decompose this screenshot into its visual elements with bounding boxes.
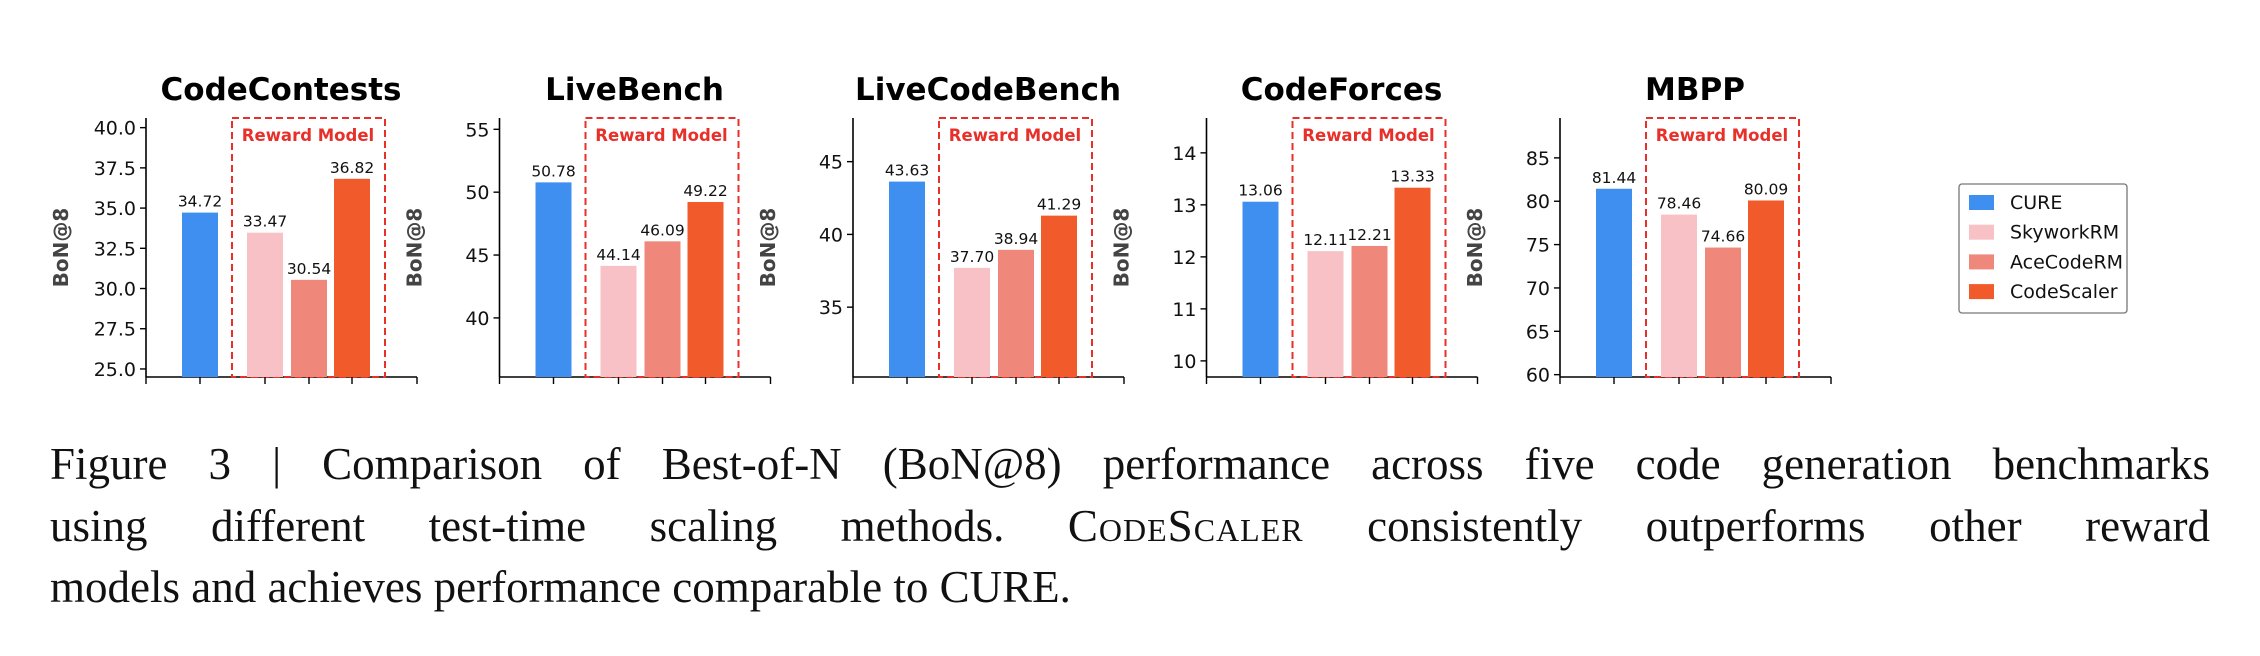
- legend-swatch-codescaler: [1969, 284, 1994, 300]
- reward-model-label: Reward Model: [1656, 126, 1788, 145]
- bar-acecoderm: [644, 241, 681, 377]
- bar-codescaler: [334, 178, 370, 377]
- y-axis-label: BoN@8: [403, 208, 427, 288]
- chart-title: LiveBench: [545, 72, 724, 108]
- data-label: 12.21: [1347, 226, 1391, 244]
- y-tick-label: 10: [1172, 351, 1196, 373]
- reward-model-label: Reward Model: [949, 126, 1081, 145]
- data-label: 41.29: [1037, 196, 1081, 214]
- chart-title: MBPP: [1645, 72, 1745, 108]
- bar-cure: [535, 182, 572, 377]
- y-tick-label: 50: [465, 182, 489, 204]
- caption-line-2: using different test-time scaling method…: [50, 500, 2210, 552]
- data-label: 13.33: [1390, 168, 1434, 186]
- data-label: 49.22: [683, 182, 727, 200]
- y-tick-label: 60: [1526, 365, 1550, 387]
- y-tick-label: 40.0: [94, 118, 136, 140]
- y-axis-label: BoN@8: [49, 208, 73, 288]
- y-tick-label: 70: [1526, 278, 1550, 300]
- bar-skyworkrm: [600, 265, 637, 377]
- y-tick-label: 35.0: [94, 198, 136, 220]
- data-label: 43.63: [885, 162, 929, 180]
- y-tick-label: 45: [465, 245, 489, 267]
- y-tick-label: 30.0: [94, 279, 136, 301]
- legend-box: [1958, 183, 2128, 314]
- caption-line-1: Figure 3 | Comparison of Best-of-N (BoN@…: [50, 439, 2210, 489]
- data-label: 13.06: [1238, 182, 1282, 200]
- data-label: 12.11: [1303, 231, 1347, 249]
- y-tick-label: 25.0: [94, 359, 136, 381]
- y-tick-label: 65: [1526, 321, 1550, 343]
- bar-skyworkrm: [1661, 214, 1697, 377]
- data-label: 74.66: [1701, 228, 1745, 246]
- data-label: 33.47: [243, 213, 287, 231]
- legend-label: CURE: [2010, 192, 2062, 214]
- y-tick-label: 55: [465, 119, 489, 141]
- caption-method-name: CodeScaler: [1067, 501, 1304, 551]
- legend-label: CodeScaler: [2010, 281, 2118, 303]
- legend-swatch-acecoderm: [1969, 254, 1994, 270]
- bar-cure: [1242, 201, 1279, 377]
- y-tick-label: 75: [1526, 235, 1550, 257]
- y-tick-label: 32.5: [94, 238, 136, 260]
- bar-codescaler: [1041, 215, 1077, 377]
- legend-label: AceCodeRM: [2010, 251, 2123, 273]
- data-label: 50.78: [531, 162, 575, 180]
- y-tick-label: 13: [1172, 195, 1196, 217]
- y-tick-label: 12: [1172, 247, 1196, 269]
- chart-title: CodeContests: [161, 72, 402, 108]
- y-tick-label: 27.5: [94, 319, 136, 341]
- chart-title: CodeForces: [1241, 72, 1443, 108]
- bar-skyworkrm: [247, 232, 283, 377]
- data-label: 30.54: [287, 260, 331, 278]
- y-tick-label: 35: [819, 297, 843, 319]
- legend-swatch-skyworkrm: [1969, 224, 1994, 240]
- bar-codescaler: [687, 201, 724, 377]
- y-tick-label: 80: [1526, 191, 1550, 213]
- data-label: 80.09: [1744, 180, 1788, 198]
- bar-codescaler: [1394, 187, 1431, 377]
- bar-acecoderm: [1705, 247, 1741, 377]
- data-label: 78.46: [1657, 195, 1701, 213]
- bar-cure: [182, 212, 218, 377]
- bar-acecoderm: [291, 279, 327, 377]
- caption-text: consistently outperforms other reward: [1367, 501, 2210, 551]
- data-label: 38.94: [994, 230, 1038, 248]
- data-label: 44.14: [596, 246, 640, 264]
- caption-line-3: models and achieves performance comparab…: [50, 562, 1071, 612]
- y-tick-label: 40: [465, 308, 489, 330]
- data-label: 46.09: [640, 221, 684, 239]
- y-tick-label: 45: [819, 152, 843, 174]
- data-label: 34.72: [178, 193, 222, 211]
- bar-codescaler: [1748, 200, 1784, 377]
- bar-acecoderm: [1351, 245, 1388, 377]
- reward-model-label: Reward Model: [595, 126, 727, 145]
- bar-skyworkrm: [1307, 251, 1344, 377]
- bar-acecoderm: [998, 249, 1034, 377]
- bar-cure: [889, 181, 925, 377]
- y-tick-label: 11: [1172, 299, 1196, 321]
- y-tick-label: 40: [819, 224, 843, 246]
- bar-charts: CodeContests 25.0 27.5 30.0 32.5 35.0 37.5 40.0…: [49, 72, 2128, 387]
- caption-text: using different test-time scaling method…: [50, 501, 1005, 551]
- legend-label: SkyworkRM: [2010, 222, 2119, 244]
- y-tick-label: 14: [1172, 143, 1196, 165]
- data-label: 37.70: [950, 248, 994, 266]
- data-label: 81.44: [1592, 169, 1636, 187]
- bar-cure: [1596, 188, 1632, 377]
- y-axis-label: BoN@8: [1463, 208, 1487, 288]
- reward-model-label: Reward Model: [242, 126, 374, 145]
- y-axis-label: BoN@8: [1110, 208, 1134, 288]
- y-tick-label: 37.5: [94, 158, 136, 180]
- chart-title: LiveCodeBench: [855, 72, 1121, 108]
- y-tick-label: 85: [1526, 148, 1550, 170]
- data-label: 36.82: [330, 159, 374, 177]
- reward-model-label: Reward Model: [1302, 126, 1434, 145]
- legend-swatch-cure: [1969, 195, 1994, 210]
- y-axis-label: BoN@8: [756, 208, 780, 288]
- bar-skyworkrm: [954, 267, 990, 377]
